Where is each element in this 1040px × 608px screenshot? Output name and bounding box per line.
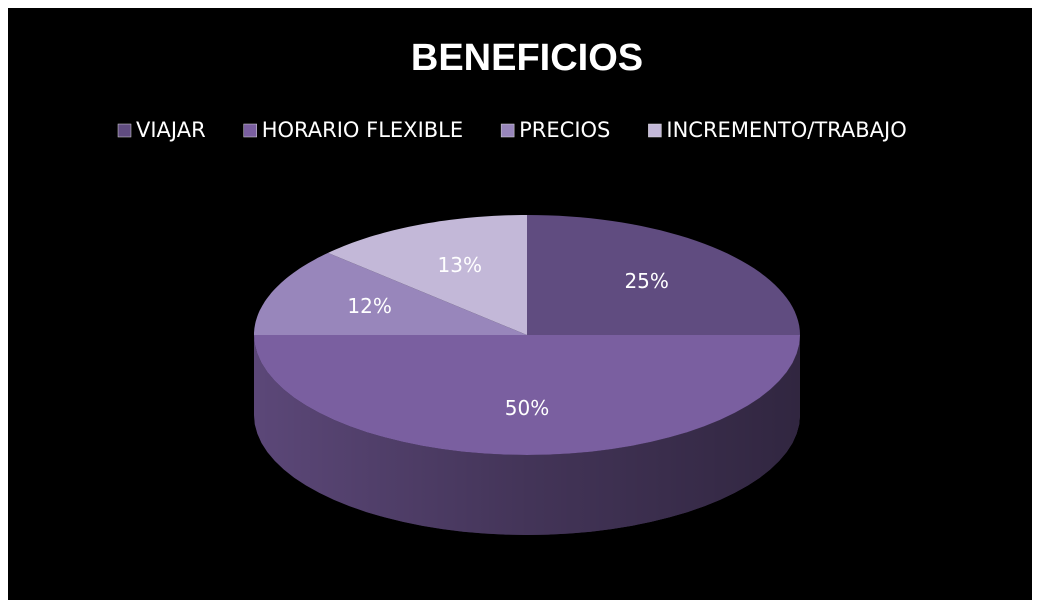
slice xyxy=(328,215,527,335)
slice xyxy=(527,215,800,335)
slice xyxy=(254,252,527,335)
legend-swatch xyxy=(648,123,662,138)
value-label: 50% xyxy=(505,396,549,420)
legend-label: VIAJAR xyxy=(136,118,206,142)
legend-swatch xyxy=(243,123,257,138)
legend-swatch xyxy=(500,123,515,138)
chart-title: BENEFICIOS xyxy=(411,37,643,79)
legend-swatch xyxy=(117,123,132,138)
value-label: 13% xyxy=(438,253,482,277)
value-label: 25% xyxy=(624,269,668,293)
legend-label: INCREMENTO/TRABAJO xyxy=(666,118,906,142)
legend-label: HORARIO FLEXIBLE xyxy=(262,118,463,142)
legend-label: PRECIOS xyxy=(519,118,610,142)
slice-side-shade xyxy=(254,335,800,535)
value-label: 12% xyxy=(347,294,391,318)
slice xyxy=(254,335,800,455)
